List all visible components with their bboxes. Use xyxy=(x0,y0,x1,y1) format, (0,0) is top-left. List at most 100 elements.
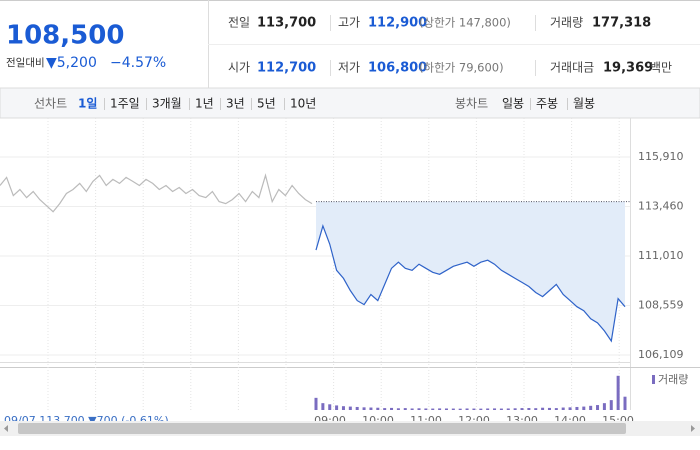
price-line xyxy=(315,223,626,343)
volume-bar xyxy=(541,407,545,410)
volume-bar xyxy=(575,406,579,410)
volume-bar xyxy=(486,408,490,410)
volume-bar xyxy=(596,405,600,410)
scroll-right[interactable] xyxy=(691,425,695,432)
volume-bar xyxy=(410,408,414,410)
x-tick-label: 09:00 xyxy=(314,414,346,427)
x-tick-label: 12:00 xyxy=(458,414,490,427)
volume-bar xyxy=(314,397,318,410)
volume-bar xyxy=(355,406,359,410)
y-tick-label: 111,010 xyxy=(638,249,684,262)
footer-label: 09/07 113,700 ▼700 (-0.61%) xyxy=(4,414,169,427)
y-tick-label: 106,109 xyxy=(638,348,684,361)
toolbar-label: 봉차트 xyxy=(455,97,488,111)
volume-bar xyxy=(561,407,565,410)
value: 106,800 xyxy=(368,61,427,76)
period-button[interactable]: 월봉 xyxy=(573,97,595,111)
volume-label: 거래량 xyxy=(658,373,688,386)
label: 고가 xyxy=(338,16,360,30)
volume-bar xyxy=(568,407,572,410)
volume-bar xyxy=(362,407,366,410)
period-button[interactable]: 3년 xyxy=(226,97,245,111)
value: 113,700 xyxy=(257,16,316,31)
period-button[interactable]: 1주일 xyxy=(110,97,140,111)
limit: (하한가 79,600) xyxy=(419,61,504,75)
label: 전일 xyxy=(228,16,250,30)
x-tick-label: 13:00 xyxy=(506,414,538,427)
volume-bar xyxy=(506,408,510,410)
label: 거래대금 xyxy=(550,61,594,75)
period-button[interactable]: 5년 xyxy=(257,97,276,111)
change: ▼5,200 xyxy=(46,55,97,71)
y-tick-label: 108,559 xyxy=(638,298,684,311)
toolbar-label: 선차트 xyxy=(34,97,67,111)
volume-bar xyxy=(609,400,613,410)
volume-bar xyxy=(390,407,394,410)
period-button[interactable]: 1년 xyxy=(195,97,214,111)
period-button[interactable]: 3개월 xyxy=(152,97,182,111)
volume-bar xyxy=(458,408,462,410)
volume-bar xyxy=(465,408,469,410)
scrollbar-thumb[interactable] xyxy=(18,423,626,434)
volume-bar xyxy=(376,407,380,410)
volume-bar xyxy=(321,403,325,410)
volume-bar xyxy=(424,408,428,410)
volume-legend-swatch xyxy=(652,375,655,384)
value: 112,700 xyxy=(257,61,316,76)
volume-bar xyxy=(493,408,497,410)
x-axis: 09/07 113,700 ▼700 (-0.61%) 09:00 10:00 11… xyxy=(4,414,634,427)
y-tick-label: 115,910 xyxy=(638,150,684,163)
period-button[interactable]: 10년 xyxy=(290,97,316,111)
volume-bar xyxy=(403,408,407,410)
x-tick-label: 10:00 xyxy=(362,414,394,427)
x-tick-label: 14:00 xyxy=(554,414,586,427)
toolbar xyxy=(0,87,700,119)
volume-bar xyxy=(616,375,620,410)
volume-bar xyxy=(335,405,339,410)
change-label: 전일대비 xyxy=(6,56,45,69)
y-tick-label: 113,460 xyxy=(638,199,684,212)
volume-bar xyxy=(623,396,627,410)
x-tick-label: 11:00 xyxy=(410,414,442,427)
value: 177,318 xyxy=(592,16,651,31)
change-pct: −4.57% xyxy=(110,55,166,71)
period-button[interactable]: 일봉 xyxy=(502,97,524,111)
volume-bar xyxy=(602,403,606,410)
volume-bar xyxy=(341,406,345,410)
label: 저가 xyxy=(338,61,360,75)
volume-bar xyxy=(513,408,517,410)
volume-bar xyxy=(554,408,558,410)
price: 108,500 xyxy=(6,21,124,51)
scroll-left[interactable] xyxy=(4,425,9,432)
x-tick-label: 15:00 xyxy=(602,414,634,427)
volume-bar xyxy=(396,408,400,410)
price-line xyxy=(0,173,313,213)
label: 시가 xyxy=(228,61,250,75)
volume-bar xyxy=(444,408,448,410)
volume-bar xyxy=(438,408,442,410)
value: 19,369 xyxy=(603,61,653,76)
volume-bar xyxy=(479,408,483,410)
volume-bar xyxy=(328,404,332,410)
volume-bar xyxy=(431,408,435,410)
volume-bar xyxy=(499,408,503,410)
value: 112,900 xyxy=(368,16,427,31)
unit: 백만 xyxy=(650,61,672,75)
volume-bar xyxy=(369,407,373,410)
limit: (상한가 147,800) xyxy=(419,16,511,30)
volume-bar xyxy=(417,408,421,410)
area xyxy=(316,201,625,341)
volume-bar xyxy=(534,408,538,410)
volume-bar xyxy=(348,406,352,410)
volume-bar xyxy=(589,405,593,410)
volume-bar xyxy=(547,407,551,410)
volume-bar xyxy=(527,408,531,410)
volume-bar xyxy=(383,408,387,410)
period-button[interactable]: 1일 xyxy=(78,97,97,111)
volume-bar xyxy=(520,408,524,410)
volume-bar xyxy=(451,408,455,410)
label: 거래량 xyxy=(550,16,583,30)
volume-bar xyxy=(472,408,476,410)
period-button[interactable]: 주봉 xyxy=(536,97,558,111)
